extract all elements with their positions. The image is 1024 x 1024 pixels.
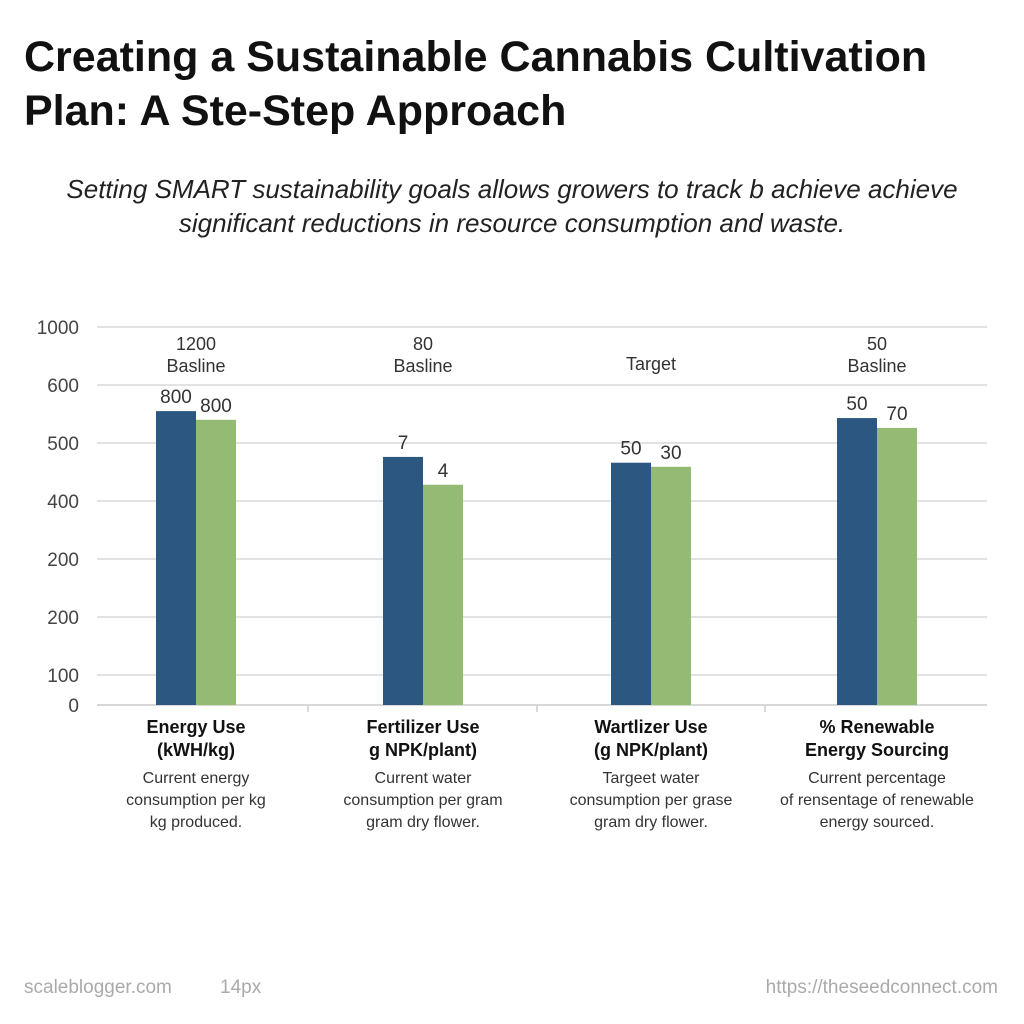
- category-title: % Renewable Energy Sourcing: [763, 716, 991, 762]
- y-tick-label: 1000: [37, 318, 79, 339]
- description-line: gram dry flower.: [594, 814, 708, 831]
- category-description: Current percentage of rensentage of renew…: [763, 768, 991, 834]
- annotation-value: 80: [413, 334, 433, 354]
- page-subtitle: Setting SMART sustainability goals allow…: [66, 174, 958, 238]
- data-label: 4: [438, 461, 449, 482]
- y-tick-label: 100: [47, 666, 79, 687]
- footer-source: scaleblogger.com: [24, 977, 172, 998]
- category-title-line: % Renewable: [819, 717, 935, 737]
- annotation-value: 50: [867, 334, 887, 354]
- bar-baseline: [383, 456, 423, 705]
- bar-baseline: [156, 411, 196, 705]
- description-line: energy sourced.: [819, 814, 935, 831]
- description-line: consumption per kg: [126, 792, 266, 809]
- category-label: Fertilizer Use g NPK/plant) Current water c…: [309, 716, 537, 834]
- y-tick-label: 200: [47, 550, 79, 571]
- data-label: 7: [398, 433, 409, 454]
- category-title: Wartlizer Use (g NPK/plant): [537, 716, 765, 762]
- category-description: Current energy consumption per kg kg produ…: [82, 768, 310, 834]
- category-title-line: (kWH/kg): [157, 740, 235, 760]
- annotation-value: 1200: [176, 334, 216, 354]
- category-title-line: Energy Use: [146, 717, 246, 737]
- description-line: of rensentage of renewable: [780, 792, 974, 809]
- annotation-label: Basline: [393, 356, 452, 376]
- y-tick-label: 0: [68, 696, 79, 717]
- data-label: 30: [660, 443, 681, 464]
- annotation-label: Target: [626, 354, 676, 374]
- bar-baseline: [837, 418, 877, 705]
- bar-target: [196, 419, 236, 705]
- category-title-line: Energy Sourcing: [804, 740, 950, 760]
- footer-url: https://theseedconnect.com: [765, 977, 998, 998]
- category-description: Targeet water consumption per grase gram d…: [537, 768, 765, 834]
- category-title: Energy Use (kWH/kg): [82, 716, 310, 762]
- bar-baseline: [611, 462, 651, 705]
- description-line: Current water: [374, 770, 472, 787]
- description-line: Current percentage: [808, 770, 946, 787]
- description-line: consumption per grase: [569, 792, 733, 809]
- page-title: Creating a Sustainable Cannabis Cultivat…: [24, 33, 928, 135]
- data-label: 800: [160, 387, 192, 408]
- category-title-line: Wartlizer Use: [594, 717, 708, 737]
- description-line: Current energy: [142, 770, 250, 787]
- y-tick-label: 600: [47, 376, 79, 397]
- footer-size: 14px: [220, 977, 262, 998]
- y-tick-label: 200: [47, 608, 79, 629]
- category-title: Fertilizer Use g NPK/plant): [309, 716, 537, 762]
- data-label: 800: [200, 396, 232, 417]
- bar-target: [877, 427, 917, 705]
- data-label: 70: [886, 404, 907, 425]
- description-line: consumption per gram: [343, 792, 503, 809]
- y-tick-label: 400: [47, 492, 79, 513]
- category-description: Current water consumption per gram gram dr…: [309, 768, 537, 834]
- y-tick-label: 500: [47, 434, 79, 455]
- category-title-line: (g NPK/plant): [594, 740, 708, 760]
- bar-target: [423, 484, 463, 705]
- category-label: % Renewable Energy Sourcing Current percen…: [763, 716, 991, 834]
- annotation-label: Basline: [166, 356, 225, 376]
- annotation-label: Basline: [847, 356, 906, 376]
- bar-target: [651, 466, 691, 705]
- data-label: 50: [846, 394, 867, 415]
- category-label: Wartlizer Use (g NPK/plant) Targeet water c…: [537, 716, 765, 834]
- description-line: gram dry flower.: [366, 814, 480, 831]
- description-line: kg produced.: [149, 814, 243, 831]
- category-title-line: g NPK/plant): [369, 740, 477, 760]
- description-line: Targeet water: [602, 770, 700, 787]
- data-label: 50: [620, 439, 641, 460]
- category-label: Energy Use (kWH/kg) Current energy consumpt…: [82, 716, 310, 834]
- category-title-line: Fertilizer Use: [366, 717, 480, 737]
